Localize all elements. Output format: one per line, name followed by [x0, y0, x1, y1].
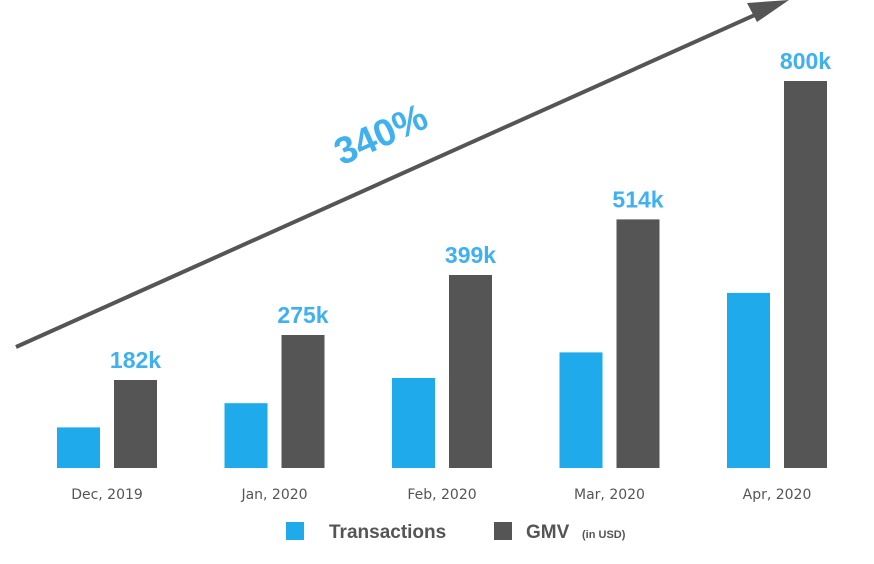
legend-gmv-unit-note: (in USD) [582, 529, 626, 541]
data-label-gmv-2: 399k [445, 242, 496, 268]
bar-transactions-4 [727, 292, 770, 468]
x-tick-label-1: Jan, 2020 [240, 487, 307, 503]
bar-gmv-1 [281, 335, 325, 468]
x-tick-label-0: Dec, 2019 [71, 487, 143, 503]
growth-arrow [15, 0, 789, 349]
growth-percentage-label: 340% [328, 96, 434, 174]
legend-transactions-label: Transactions [329, 522, 446, 543]
bar-transactions-0 [57, 427, 100, 468]
bar-gmv-0 [114, 380, 157, 468]
legend-transactions-swatch [286, 522, 304, 540]
bar-gmv-3 [616, 219, 660, 468]
x-tick-label-3: Mar, 2020 [574, 487, 645, 503]
growth-arrow-head [747, 0, 789, 22]
bar-gmv-4 [784, 81, 827, 468]
legend-gmv-label: GMV [526, 522, 570, 543]
bar-transactions-2 [392, 378, 435, 468]
bars-group [57, 81, 827, 468]
data-label-gmv-3: 514k [612, 186, 663, 212]
growth-arrow-line [15, 8, 767, 349]
legend-gmv-swatch [494, 522, 512, 540]
bar-transactions-3 [559, 352, 603, 468]
x-tick-label-2: Feb, 2020 [407, 487, 476, 503]
data-label-gmv-4: 800k [780, 48, 831, 74]
bar-gmv-2 [449, 275, 492, 468]
data-label-gmv-1: 275k [277, 302, 328, 328]
data-labels-group: 182k 275k 399k 514k 800k [110, 48, 831, 373]
legend: Transactions GMV (in USD) [286, 522, 626, 543]
x-tick-label-4: Apr, 2020 [743, 487, 812, 503]
data-label-gmv-0: 182k [110, 347, 161, 373]
x-axis-tick-labels: Dec, 2019 Jan, 2020 Feb, 2020 Mar, 2020 Apr,… [71, 487, 811, 503]
bar-transactions-1 [224, 403, 268, 468]
